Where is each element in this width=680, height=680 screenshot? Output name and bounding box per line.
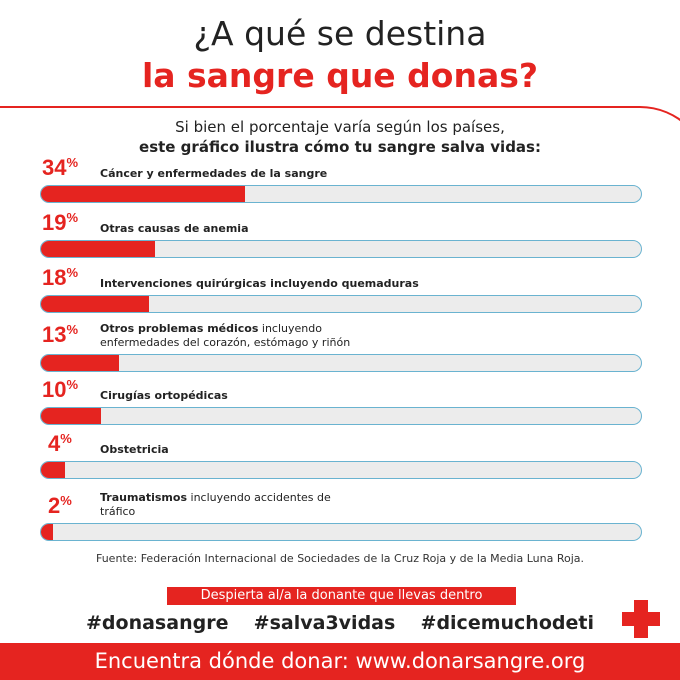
value-label: 19% xyxy=(42,210,79,235)
bar-fill xyxy=(41,355,119,371)
bar-track xyxy=(40,185,642,203)
value-label: 18% xyxy=(42,265,79,290)
title-line-2: la sangre que donas? xyxy=(141,56,539,95)
value-label: 34% xyxy=(42,155,79,180)
bar-fill xyxy=(41,186,245,202)
bar-fill xyxy=(41,462,65,478)
red-cross-icon xyxy=(622,600,660,638)
value-label: 4% xyxy=(48,431,72,456)
bar-track xyxy=(40,240,642,258)
footer-banner[interactable]: Encuentra dónde donar: www.donarsangre.o… xyxy=(0,643,680,680)
bar-track xyxy=(40,461,642,479)
bar-track xyxy=(40,407,642,425)
subtitle-line-2: este gráfico ilustra cómo tu sangre salv… xyxy=(139,138,541,156)
source-note: Fuente: Federación Internacional de Soci… xyxy=(95,552,585,565)
category-label: Obstetricia xyxy=(100,443,169,456)
value-label: 13% xyxy=(42,322,79,347)
category-label: Cáncer y enfermedades de la sangre xyxy=(100,167,328,180)
category-label: Traumatismos incluyendo accidentes de tr… xyxy=(100,491,331,518)
bar-fill xyxy=(41,241,155,257)
value-label: 10% xyxy=(42,377,79,402)
category-label: Otras causas de anemia xyxy=(100,222,249,235)
category-label: Otros problemas médicos incluyendo enfer… xyxy=(100,322,351,349)
bar-fill xyxy=(41,296,149,312)
bar-track xyxy=(40,354,642,372)
bar-fill xyxy=(41,524,53,540)
subtitle-line-1: Si bien el porcentaje varía según los pa… xyxy=(175,118,505,136)
hashtags: #donasangre #salva3vidas #dicemuchodeti xyxy=(86,612,594,634)
bar-track xyxy=(40,523,642,541)
tagline-banner: Despierta al/a la donante que llevas den… xyxy=(167,587,516,605)
title-line-1: ¿A qué se destina xyxy=(193,14,487,53)
bar-fill xyxy=(41,408,101,424)
category-label: Cirugías ortopédicas xyxy=(100,389,228,402)
value-label: 2% xyxy=(48,493,72,518)
category-label: Intervenciones quirúrgicas incluyendo qu… xyxy=(100,277,419,290)
bar-track xyxy=(40,295,642,313)
